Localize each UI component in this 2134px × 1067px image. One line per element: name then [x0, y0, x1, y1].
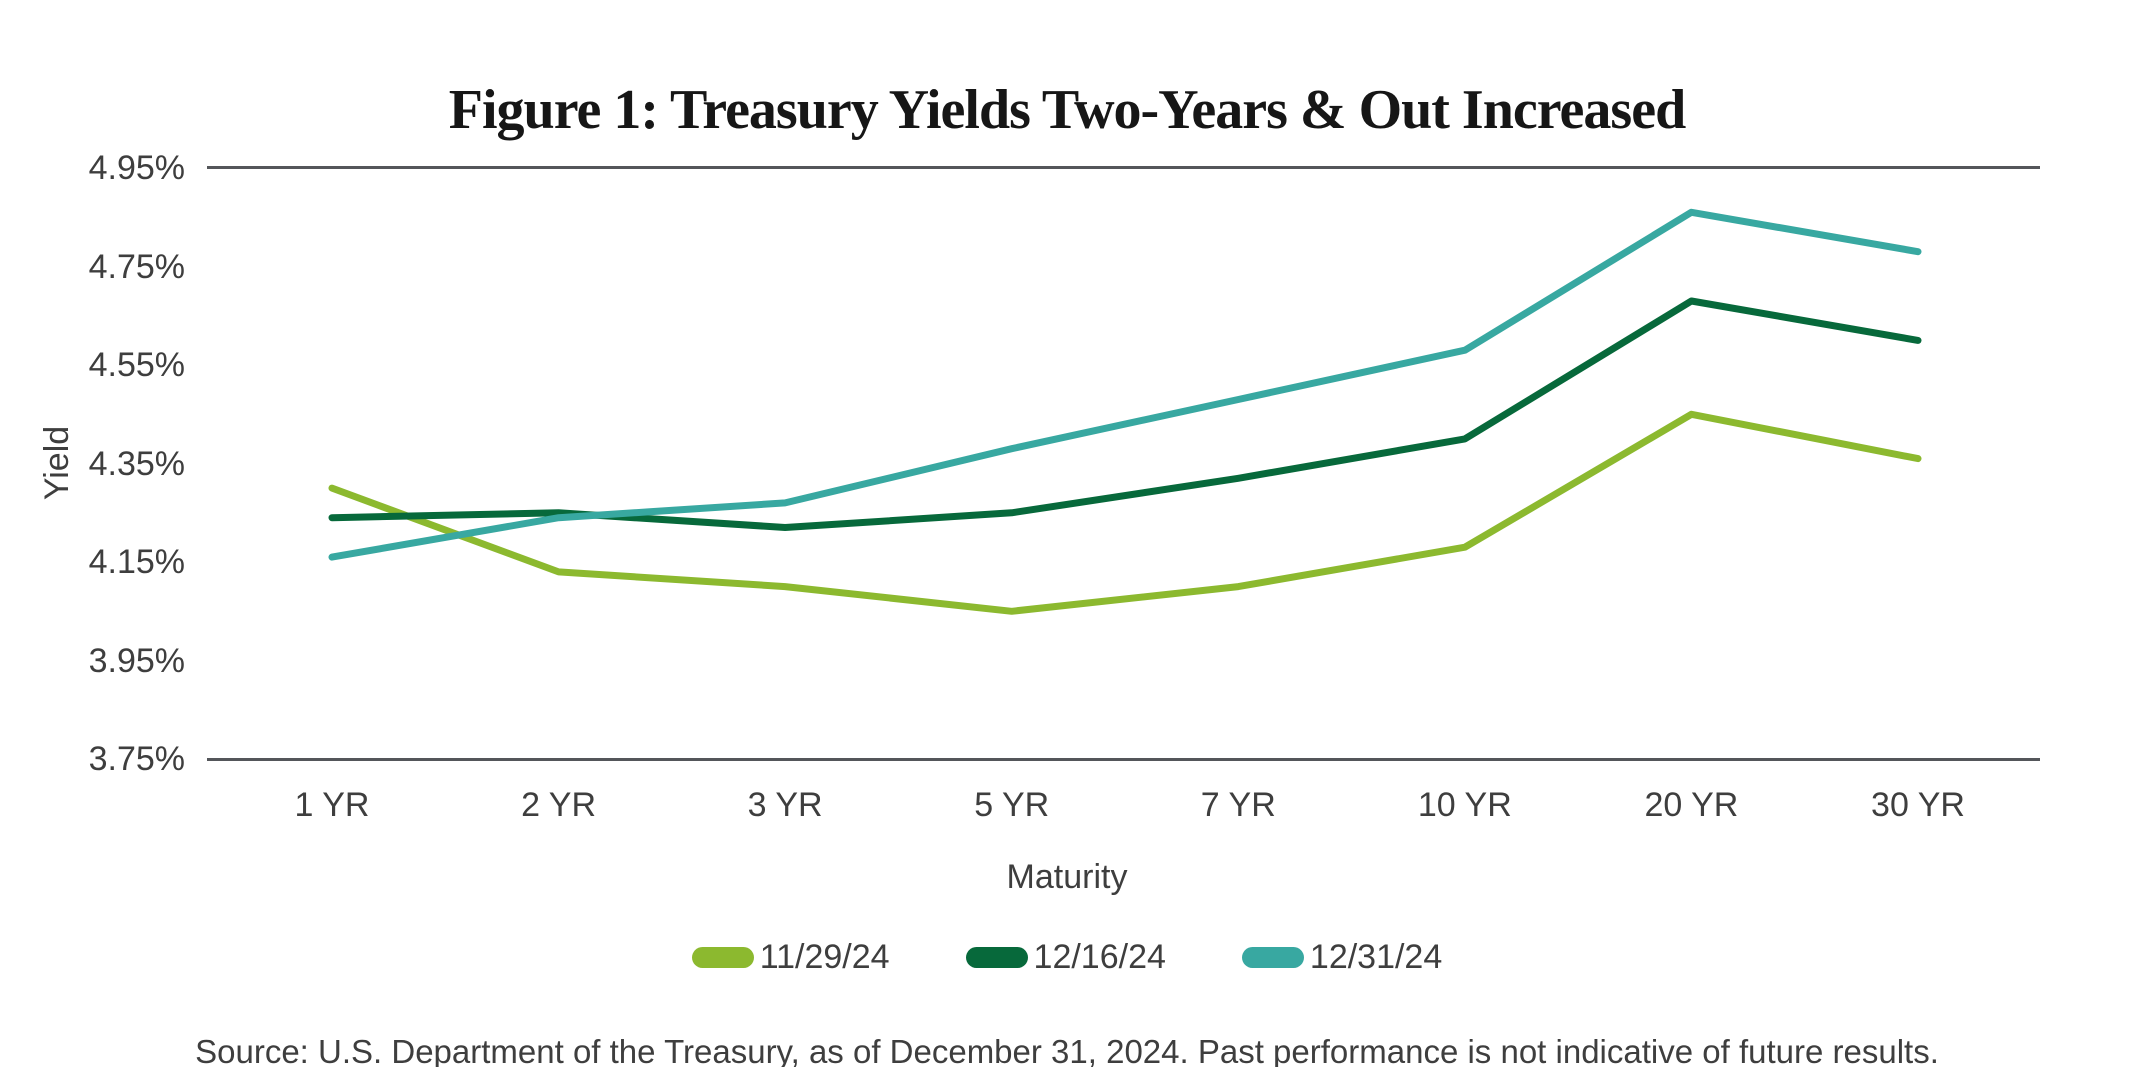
legend: 11/29/24 12/16/24 12/31/24 — [0, 938, 2134, 977]
legend-label: 12/16/24 — [1033, 938, 1166, 976]
x-tick-label: 1 YR — [294, 786, 370, 824]
y-tick-label: 4.55% — [88, 346, 185, 384]
x-tick-label: 10 YR — [1417, 786, 1512, 824]
series-line-12-31-24 — [328, 208, 1922, 561]
legend-swatch — [965, 947, 1028, 968]
legend-item: 12/31/24 — [1241, 938, 1443, 977]
legend-swatch — [691, 947, 754, 968]
series-line-12-16-24 — [328, 297, 1922, 531]
x-tick-label: 5 YR — [974, 786, 1050, 824]
y-tick-label: 3.75% — [88, 740, 185, 778]
y-tick-label: 4.35% — [88, 444, 185, 483]
y-tick-label: 4.15% — [88, 543, 185, 581]
x-tick-label: 3 YR — [747, 786, 823, 824]
legend-item: 11/29/24 — [691, 938, 890, 977]
y-tick-label: 3.95% — [88, 641, 185, 680]
top-axis-rule — [207, 166, 2040, 169]
y-tick-label: 4.75% — [88, 247, 185, 286]
x-axis-title: Maturity — [1006, 858, 1128, 896]
legend-item: 12/16/24 — [965, 938, 1166, 977]
series-line-11-29-24 — [328, 410, 1922, 615]
legend-label: 12/31/24 — [1309, 938, 1443, 976]
x-tick-label: 2 YR — [521, 786, 597, 824]
source-note: Source: U.S. Department of the Treasury,… — [195, 1033, 1939, 1067]
x-tick-label: 30 YR — [1871, 786, 1965, 824]
x-tick-label: 7 YR — [1200, 786, 1276, 824]
legend-swatch — [1241, 947, 1304, 968]
chart-title: Figure 1: Treasury Yields Two-Years & Ou… — [448, 78, 1686, 141]
legend-label: 11/29/24 — [759, 938, 890, 976]
y-tick-label: 4.95% — [88, 149, 185, 187]
x-axis-line — [207, 758, 2040, 761]
x-tick-label: 20 YR — [1644, 786, 1739, 824]
